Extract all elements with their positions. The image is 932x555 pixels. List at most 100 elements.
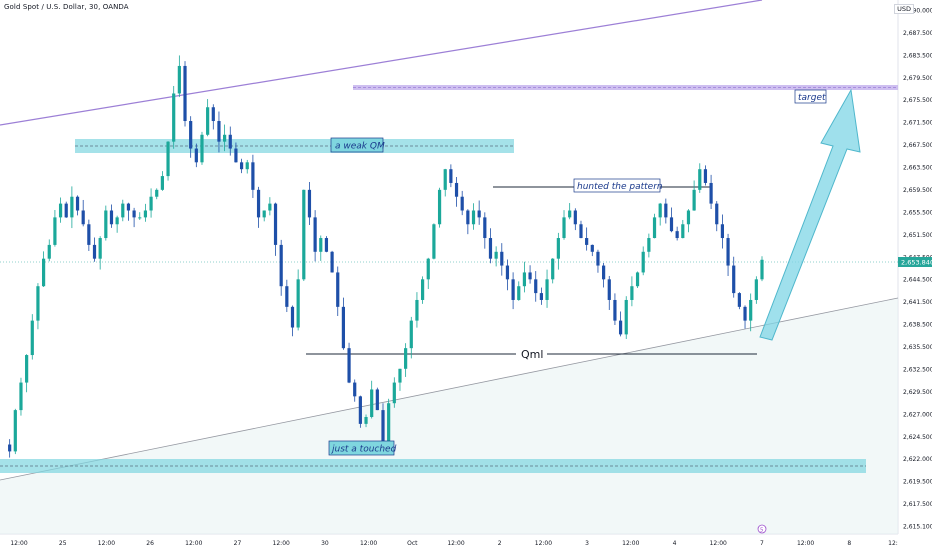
candle-body — [364, 416, 368, 424]
candle-body — [75, 196, 80, 211]
candle-body — [273, 203, 278, 245]
candle-body — [466, 210, 470, 225]
hunted-label-box — [573, 178, 661, 193]
events-icon[interactable] — [757, 524, 767, 534]
candle-body — [573, 210, 577, 225]
symbol-title[interactable]: Gold Spot / U.S. Dollar, 30, OANDA — [4, 3, 129, 11]
time-tick-label: 12:00 — [710, 540, 727, 547]
channel-upper-line[interactable] — [0, 0, 763, 126]
time-tick-label: 12:00 — [622, 540, 639, 547]
channel-lower-line[interactable] — [0, 297, 899, 481]
candle-body — [686, 210, 691, 225]
candle-body — [245, 162, 249, 170]
time-tick-label: 25 — [59, 540, 67, 547]
price-tick-label: 2,675.500 — [903, 97, 932, 104]
candle-body — [737, 293, 741, 307]
price-tick-label: 2,627.000 — [903, 411, 932, 418]
candle-body — [166, 141, 170, 177]
candle-body — [562, 217, 566, 239]
candle-body — [262, 210, 266, 218]
candle-body — [522, 272, 527, 287]
time-tick-label: 3 — [585, 540, 589, 547]
price-tick-label: 2,667.500 — [903, 142, 932, 149]
price-tick-label: 2,655.500 — [903, 209, 932, 216]
candle-body — [500, 251, 504, 266]
candle-body — [228, 134, 232, 149]
candle-body — [375, 389, 379, 411]
candle-body — [92, 244, 97, 259]
candle-body — [387, 403, 391, 445]
time-tick-label: 12:00 — [273, 540, 290, 547]
candle-body — [556, 238, 560, 259]
candle-body — [143, 210, 148, 218]
candle-body — [517, 286, 521, 300]
touched-label-box — [328, 440, 395, 456]
candle-body — [104, 210, 108, 239]
candle-body — [692, 189, 696, 211]
candle-body — [415, 299, 419, 321]
time-tick-label: 8 — [847, 540, 851, 547]
candle-body — [217, 121, 221, 142]
candle-body — [488, 238, 493, 259]
candle-body — [528, 272, 532, 280]
candle-body — [70, 196, 74, 218]
time-tick-label: 27 — [234, 540, 242, 547]
price-tick-label: 2,679.500 — [903, 75, 932, 82]
candle-body — [307, 189, 312, 218]
candle-body — [126, 203, 131, 211]
candle-body — [251, 162, 255, 190]
candle-body — [477, 210, 481, 218]
candle-body — [183, 65, 187, 122]
candle-body — [109, 210, 114, 225]
candle-body — [341, 306, 346, 349]
candle-body — [302, 189, 306, 280]
price-tick-label: 2,683.500 — [903, 52, 932, 59]
candle-body — [330, 251, 334, 273]
candles — [8, 55, 764, 458]
candle-body — [505, 265, 510, 280]
price-tick-label: 2,659.500 — [903, 187, 932, 194]
candle-body — [25, 355, 29, 383]
target-arrow[interactable] — [759, 88, 861, 341]
touched-label: just a touched — [330, 445, 397, 455]
candle-body — [471, 210, 476, 225]
candle-body — [30, 320, 34, 356]
current-price-value: 2,653.840 — [901, 259, 932, 267]
candle-body — [177, 65, 181, 94]
candle-body — [19, 382, 23, 411]
time-tick-label: 12:00 — [535, 540, 552, 547]
candle-body — [296, 279, 300, 328]
candle-body — [200, 134, 204, 163]
candle-body — [172, 93, 176, 142]
candle-body — [381, 410, 385, 445]
price-tick-label: 2,635.500 — [903, 344, 932, 351]
candle-body — [211, 107, 215, 122]
candle-body — [709, 182, 713, 204]
time-tick-label: 12:00 — [797, 540, 814, 547]
target-label: target — [798, 93, 826, 103]
candle-body — [239, 162, 244, 170]
candle-body — [313, 217, 317, 252]
weak-qm-label-box — [330, 137, 384, 153]
time-axis[interactable]: 12:00 25 12:00 26 12:00 27 12:00 30 12:00 Oct 12:0… — [10, 540, 897, 547]
candle-body — [336, 272, 340, 307]
candle-body — [160, 176, 164, 190]
candle-body — [358, 396, 362, 424]
price-axis[interactable]: 2,690.000 2,687.500 2,683.500 2,679.500 2,67… — [903, 8, 932, 531]
candle-body — [409, 320, 413, 349]
candle-body — [635, 272, 640, 287]
weak-qm-zone[interactable] — [75, 139, 514, 153]
candle-body — [155, 189, 159, 197]
candle-body — [641, 251, 645, 273]
candle-body — [256, 189, 261, 218]
currency-badge[interactable]: USD — [894, 4, 914, 14]
hunted-label: hunted the pattern — [577, 182, 663, 192]
candle-body — [681, 224, 685, 239]
price-tick-label: 2,690.000 — [903, 8, 932, 15]
time-tick-label: 4 — [673, 540, 677, 547]
candle-body — [669, 217, 674, 232]
candle-body — [319, 238, 323, 252]
candle-body — [732, 265, 736, 294]
